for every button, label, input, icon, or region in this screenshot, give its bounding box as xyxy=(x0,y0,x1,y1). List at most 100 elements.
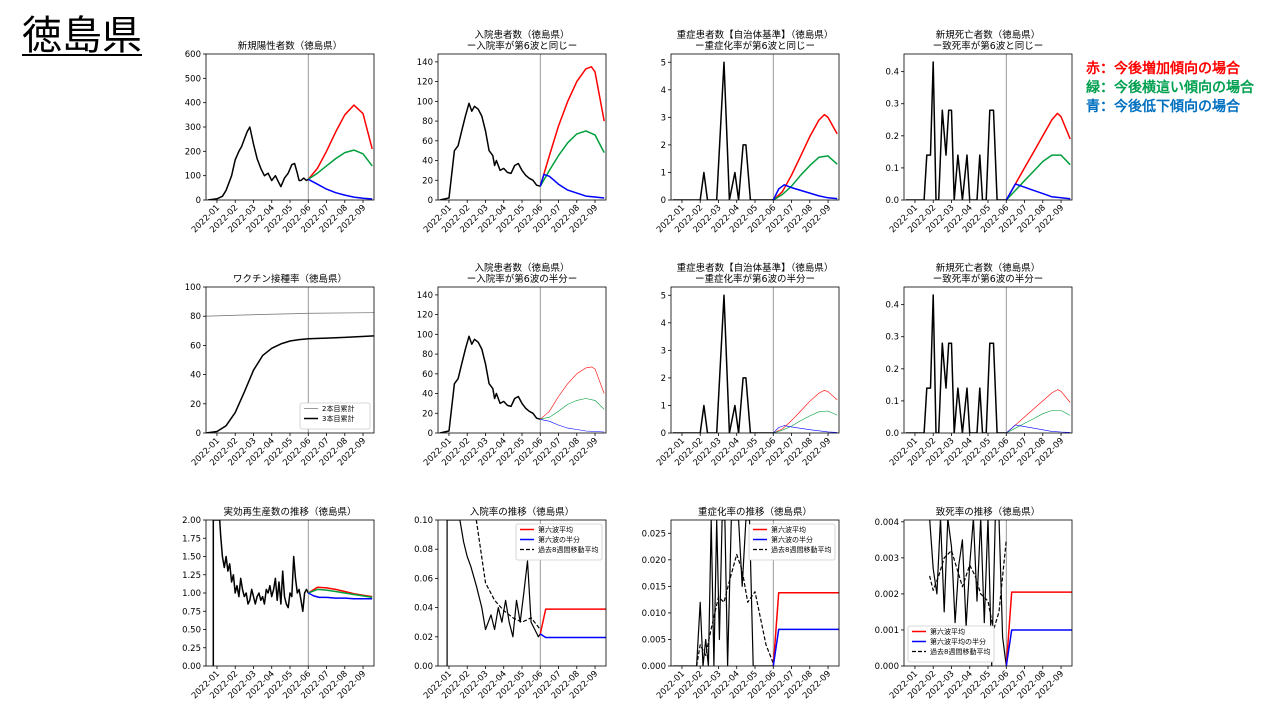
series-line-blue xyxy=(1005,629,1072,666)
y-tick-label: 40 xyxy=(422,390,433,400)
chart-title: 重症患者数【自治体基準】（徳島県） xyxy=(677,262,834,274)
series-line-black xyxy=(212,520,309,666)
y-tick-label: 60 xyxy=(422,370,433,380)
series-line-black xyxy=(672,61,774,200)
y-tick-label: 100 xyxy=(185,283,201,293)
legend-box xyxy=(299,402,371,430)
y-tick-label: 0.010 xyxy=(642,609,666,619)
chart-vaccine: ワクチン接種率（徳島県）0204060801002022-012022-0220… xyxy=(185,273,375,468)
chart-title: 新規陽性者数（徳島県） xyxy=(238,40,343,52)
chart-severe-rate: 重症化率の推移（徳島県） 0.000 0.005 0.010 0.015 0.020 0.0… xyxy=(642,506,840,701)
legend-label: 第六波平均 xyxy=(538,525,573,534)
y-tick-label: 200 xyxy=(185,147,201,157)
chart-title: 実効再生産数の推移（徳島県） xyxy=(223,506,356,518)
chart-title: 新規死亡者数（徳島県） xyxy=(936,262,1041,274)
y-tick-label: 0.003 xyxy=(875,554,899,564)
y-tick-label: 0 xyxy=(661,196,666,206)
series-line-black xyxy=(929,520,1007,666)
y-tick-label: 0.08 xyxy=(414,545,433,555)
y-tick-label: 100 xyxy=(417,97,433,107)
y-tick-label: 0.1 xyxy=(885,164,899,174)
y-tick-label: 0.4 xyxy=(885,68,899,78)
plot-frame xyxy=(670,519,840,667)
y-tick-label: 0.0 xyxy=(885,429,899,439)
legend-label: 過去8週間移動平均 xyxy=(771,545,831,554)
chart-rt: 実効再生産数の推移（徳島県） 0.00 0.25 0.50 0.75 1.00 1.25 1.… xyxy=(182,506,375,701)
legend-label: 第六波の半分 xyxy=(538,535,580,544)
y-tick-label: 0.2 xyxy=(885,132,899,142)
series-line-black xyxy=(439,102,541,200)
series-line-green xyxy=(539,130,605,187)
series-line-red xyxy=(772,113,838,200)
plot-frame xyxy=(205,286,375,434)
series-line-green xyxy=(772,155,838,200)
y-tick-label: 4 xyxy=(661,86,666,96)
chart-title: 致死率の推移（徳島県） xyxy=(936,506,1041,518)
y-tick-label: 1.25 xyxy=(182,571,201,581)
y-tick-label: 0.4 xyxy=(885,301,899,311)
page-title: 徳島県 xyxy=(22,13,142,59)
series-line-red xyxy=(539,608,606,635)
series-line-blue xyxy=(307,592,373,600)
y-tick-label: 2 xyxy=(661,141,666,151)
series-line-black xyxy=(672,294,774,433)
y-tick-label: 20 xyxy=(422,176,433,186)
chart-death-rate: 致死率の推移（徳島県）0.0000.0010.0020.0030.0042022… xyxy=(875,506,1073,701)
series-line-blue xyxy=(539,633,606,639)
chart-severe-half: 重症患者数【自治体基準】（徳島県）ー重症化率が第6波の半分ー0123452022… xyxy=(655,262,840,468)
y-tick-label: 2.00 xyxy=(182,516,201,526)
y-tick-label: 0.3 xyxy=(885,333,899,343)
series-line-black xyxy=(905,61,1007,200)
plot-frame xyxy=(437,53,607,201)
y-tick-label: 3 xyxy=(661,113,666,123)
chart-title: ー致死率が第6波の半分ー xyxy=(933,273,1044,285)
y-tick-label: 120 xyxy=(417,311,433,321)
scenario-legend-blue: 青：今後低下傾向の場合 xyxy=(1086,99,1240,115)
chart-title: 入院患者数（徳島県） xyxy=(474,29,569,41)
series-line-red xyxy=(307,104,373,180)
y-tick-label: 1.75 xyxy=(182,534,201,544)
series-line-red xyxy=(1005,112,1071,200)
chart-title: 新規死亡者数（徳島県） xyxy=(936,29,1041,41)
y-tick-label: 1.00 xyxy=(182,589,201,599)
y-tick-label: 1 xyxy=(661,401,666,411)
y-tick-label: 1.50 xyxy=(182,553,201,563)
y-tick-label: 3 xyxy=(661,346,666,356)
chart-title: 入院患者数（徳島県） xyxy=(474,262,569,274)
chart-hosp-rate: 入院率の推移（徳島県）0.000.020.040.060.080.102022-… xyxy=(414,506,607,701)
series-line-blue xyxy=(307,178,373,200)
legend-label: 2本目累計 xyxy=(322,404,354,413)
chart-deaths-half: 新規死亡者数（徳島県）ー致死率が第6波の半分ー0.00.10.20.30.420… xyxy=(885,262,1073,468)
y-tick-label: 120 xyxy=(417,78,433,88)
y-tick-label: 100 xyxy=(185,172,201,182)
series-line-green xyxy=(307,149,373,180)
legend-label: 第六波の半分 xyxy=(771,535,813,544)
y-tick-label: 0.015 xyxy=(642,582,666,592)
y-tick-label: 0.1 xyxy=(885,397,899,407)
series-line-blue xyxy=(1006,424,1071,433)
y-tick-label: 0 xyxy=(428,429,433,439)
chart-title: 入院率の推移（徳島県） xyxy=(470,506,575,518)
y-tick-label: 0.020 xyxy=(642,556,666,566)
y-tick-label: 0.50 xyxy=(182,626,201,636)
y-tick-label: 80 xyxy=(422,350,433,360)
scenario-legend: 赤：今後増加傾向の場合 緑：今後横這い傾向の場合 青：今後低下傾向の場合 xyxy=(1086,60,1254,117)
series-line-blue xyxy=(773,425,838,433)
series-group xyxy=(929,520,1072,666)
scenario-legend-red: 赤：今後増加傾向の場合 xyxy=(1086,61,1240,77)
y-tick-label: 2 xyxy=(661,374,666,384)
legend-label: 3本目累計 xyxy=(322,414,354,423)
y-tick-label: 0.02 xyxy=(414,633,433,643)
chart-title: ー重症化率が第6波の半分ー xyxy=(695,273,815,285)
series-line-green xyxy=(308,588,373,599)
series-group xyxy=(206,312,374,433)
y-tick-label: 0.000 xyxy=(875,662,899,672)
series-line-red xyxy=(772,591,839,666)
plot-frame xyxy=(205,519,375,667)
chart-cases: 新規陽性者数（徳島県）01002003004005006002022-01202… xyxy=(185,40,375,235)
series-line-black xyxy=(206,335,374,433)
series-line-blue xyxy=(772,184,838,200)
y-tick-label: 5 xyxy=(661,58,666,68)
